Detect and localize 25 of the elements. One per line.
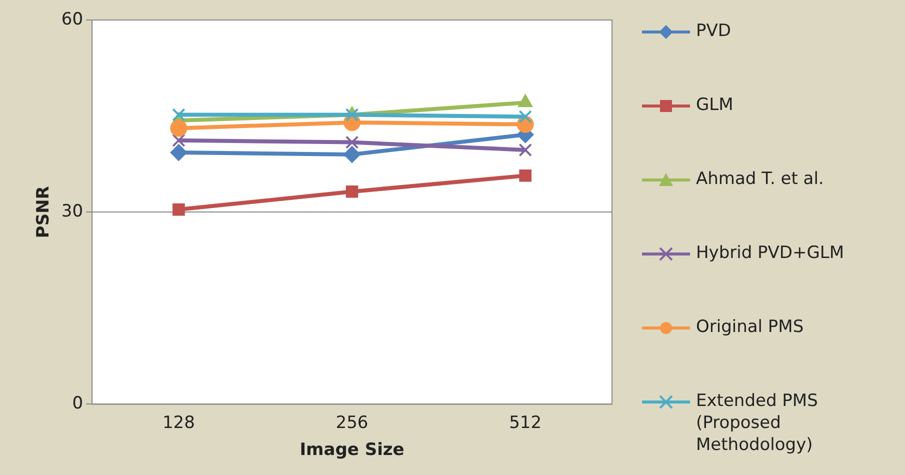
point xyxy=(345,136,359,149)
y-axis-title: PSNR xyxy=(34,186,54,238)
legend-label: Extended PMS (Proposed Methodology) xyxy=(696,390,819,456)
point xyxy=(172,203,185,216)
point xyxy=(519,169,532,182)
point xyxy=(346,185,358,198)
point xyxy=(172,108,186,122)
x-axis-title: Image Size xyxy=(300,440,404,460)
point xyxy=(518,110,532,124)
x-tick-label: 512 xyxy=(509,412,542,433)
point xyxy=(170,144,188,162)
point xyxy=(518,143,532,157)
y-tick-label: 60 xyxy=(61,9,84,30)
legend-label: Hybrid PVD+GLM xyxy=(696,242,844,264)
point xyxy=(170,120,188,137)
point xyxy=(344,146,361,163)
x-tick-label: 256 xyxy=(336,412,368,433)
legend-label: GLM xyxy=(696,94,734,116)
x-tick-label: 128 xyxy=(162,412,195,433)
point xyxy=(172,134,186,148)
legend-label: PVD xyxy=(696,20,731,42)
y-tick-label: 0 xyxy=(72,394,84,414)
legend-label: Ahmad T. et al. xyxy=(696,168,824,190)
y-tick-label: 30 xyxy=(61,202,84,222)
legend-label: Original PMS xyxy=(696,316,804,338)
